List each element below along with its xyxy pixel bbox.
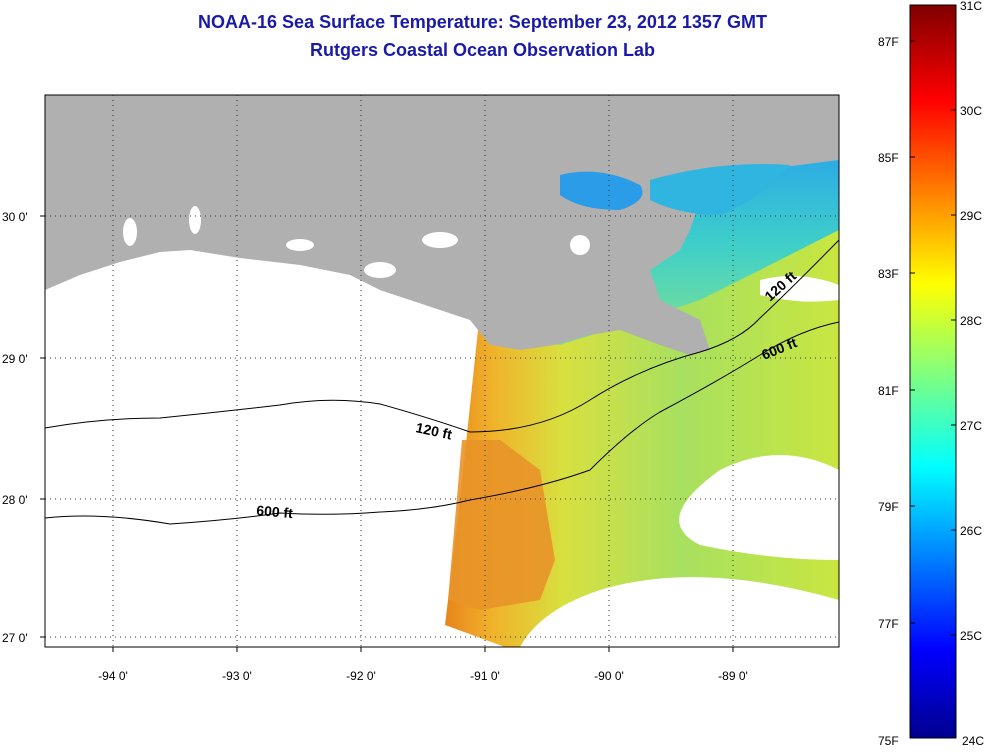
cloud-patch (520, 577, 839, 647)
lat-label: 28 0' (2, 493, 28, 507)
lake (189, 206, 201, 234)
lon-label: -94 0' (98, 669, 128, 683)
inland-water (560, 171, 643, 210)
contour-120ft (44, 239, 840, 433)
axis-ticks (40, 215, 734, 652)
lake (286, 239, 314, 251)
lat-label: 27 0' (2, 631, 28, 645)
colorbar-f-label: 85F (878, 151, 899, 165)
land-mass (45, 95, 839, 355)
lon-label: -93 0' (222, 669, 252, 683)
colorbar-f-label: 75F (878, 734, 899, 748)
colorbar-c-label: 29C (960, 209, 982, 223)
map-subtitle: Rutgers Coastal Ocean Observation Lab (309, 40, 656, 60)
contour-600ft (44, 321, 840, 525)
colorbar-ticks (910, 40, 956, 636)
colorbar-f-label: 87F (878, 35, 899, 49)
lat-label: 29 0' (2, 352, 28, 366)
cloud-patch (679, 455, 839, 560)
lake (123, 218, 137, 246)
colorbar-c-label: 28C (960, 314, 982, 328)
lake (422, 232, 458, 248)
warm-core (448, 440, 555, 610)
lon-label: -90 0' (594, 669, 624, 683)
colorbar-c-label: 31C (960, 0, 982, 13)
contour-label: 600 ft (256, 502, 294, 521)
contour-lines (44, 239, 840, 525)
lon-label: -92 0' (346, 669, 376, 683)
colorbar-c-label: 27C (960, 419, 982, 433)
colorbar-f-label: 79F (878, 500, 899, 514)
lon-label: -89 0' (718, 669, 748, 683)
colorbar-c-label: 24C (962, 734, 984, 748)
lat-label: 30 0' (2, 210, 28, 224)
colorbar (909, 4, 957, 739)
inland-water (650, 164, 790, 215)
cloud-patch (760, 276, 839, 302)
lon-label: -91 0' (470, 669, 500, 683)
colorbar-c-label: 25C (960, 629, 982, 643)
map-title: NOAA-16 Sea Surface Temperature: Septemb… (198, 12, 767, 32)
colorbar-f-label: 81F (878, 384, 899, 398)
map-border (44, 94, 840, 648)
lake (570, 235, 590, 255)
colorbar-c-label: 30C (960, 104, 982, 118)
colorbar-c-label: 26C (960, 524, 982, 538)
colorbar-f-label: 77F (878, 617, 899, 631)
contour-label: 120 ft (414, 419, 453, 442)
lake (364, 262, 396, 278)
colorbar-f-label: 83F (878, 267, 899, 281)
